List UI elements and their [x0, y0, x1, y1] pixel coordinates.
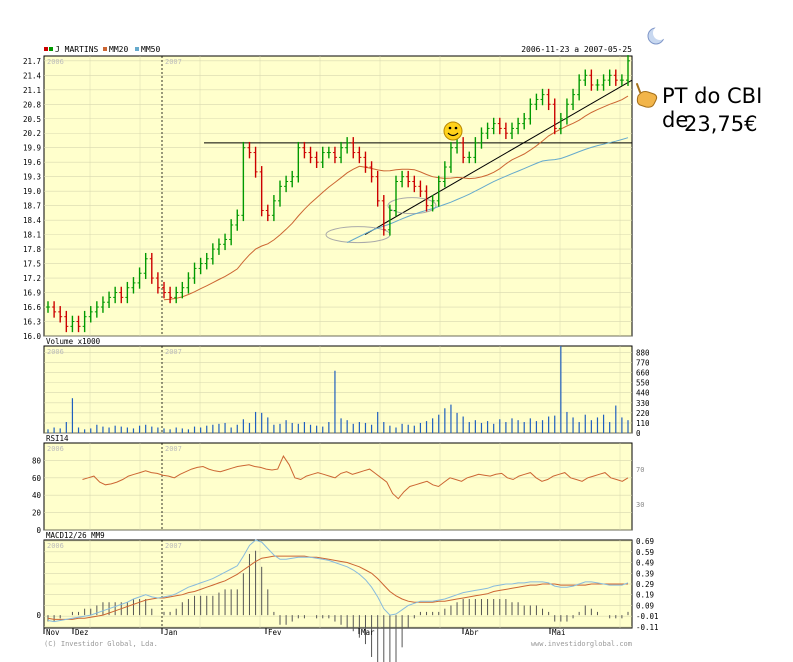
year-label: 2006 [47, 445, 64, 453]
year-label: 2007 [165, 542, 182, 550]
footer-copyright: (C) Investidor Global, Lda. [44, 640, 158, 648]
tick-label: 21.1 [23, 86, 41, 95]
tick-label: 40 [32, 491, 42, 500]
macd-label: MACD12/26 MM9 [46, 531, 105, 540]
tick-label: 19.9 [23, 144, 41, 153]
tick-label: 550 [636, 379, 650, 388]
tick-label: 21.4 [23, 71, 42, 80]
year-label: 2006 [47, 348, 64, 356]
date-range: 2006-11-23 a 2007-05-25 [521, 45, 632, 54]
signal-line [47, 555, 628, 620]
tick-label: 20.2 [23, 129, 41, 138]
tick-label: 16.3 [23, 318, 41, 327]
month-label: Nov [46, 628, 60, 637]
month-label: Dez [75, 628, 89, 637]
footer-website: www.investidorglobal.com [531, 640, 632, 648]
tick-label: 21.7 [23, 57, 41, 66]
tick-label: 16.9 [23, 289, 41, 298]
year-label: 2006 [47, 542, 64, 550]
moon-icon [647, 26, 667, 45]
year-label: 2007 [165, 445, 182, 453]
tick-label: 20.5 [23, 115, 41, 124]
tick-label: 0 [636, 429, 641, 438]
tick-label: -0.11 [636, 623, 659, 632]
month-label: Mai [552, 628, 566, 637]
highlight-ellipse [387, 197, 437, 215]
volume-label: Volume x1000 [46, 337, 101, 346]
tick-label: 660 [636, 369, 650, 378]
tick-label: 0.39 [636, 569, 654, 578]
tick-label: 16.0 [23, 332, 42, 341]
trend-line [364, 79, 633, 236]
tick-label: 18.7 [23, 202, 41, 211]
smiley-icon [443, 121, 463, 141]
tick-label: 16.6 [23, 303, 42, 312]
tick-label: 0.09 [636, 601, 654, 610]
pointing-hand-icon [636, 83, 658, 108]
panel-background [43, 345, 633, 434]
tick-label: 330 [636, 399, 650, 408]
tick-label: 0 [36, 526, 41, 535]
series-label-mm50: MM50 [141, 45, 160, 54]
panel-background [43, 55, 633, 337]
tick-label: 0.49 [636, 559, 654, 568]
tick-label: 0.69 [636, 537, 654, 546]
month-label: Fev [268, 628, 282, 637]
tick-label: 0.59 [636, 548, 654, 557]
price-panel: 16.0 16.3 16.6 16.9 17.2 17.5 17.8 18.1 18.4 18.7… [23, 55, 633, 341]
tick-label: 60 [32, 474, 42, 483]
tick-label: 20.8 [23, 100, 42, 109]
series-label-mm20: MM20 [109, 45, 128, 54]
rsi-level-label: 30 [636, 501, 644, 509]
tick-label: 17.2 [23, 274, 41, 283]
rsi-line [82, 455, 629, 500]
rsi-label: RSI14 [46, 434, 69, 443]
tick-label: 440 [636, 389, 650, 398]
tick-label: 17.5 [23, 260, 41, 269]
tick-label: 0.29 [636, 580, 654, 589]
annotation-line2: 23,75€ [684, 112, 758, 136]
tick-label: 19.3 [23, 173, 41, 182]
month-label: Mar [361, 628, 375, 637]
tick-label: 17.8 [23, 245, 42, 254]
tick-label: 80 [32, 456, 42, 465]
year-label: 2007 [165, 58, 182, 66]
tick-label: 18.1 [23, 231, 41, 240]
month-label: Abr [465, 628, 479, 637]
month-label: Jan [164, 628, 178, 637]
tick-label: -0.01 [636, 612, 659, 621]
tick-label: 770 [636, 358, 650, 367]
year-label: 2007 [165, 348, 182, 356]
mm50-line [346, 137, 629, 244]
mm20-line [163, 95, 629, 301]
macd-panel: -0.11 -0.01 0.090.19 0.29 0.390.49 0.59 0.69 20… [36, 531, 659, 662]
series-label-price: J MARTINS [55, 45, 99, 54]
tick-label: 20 [32, 509, 42, 518]
rsi-panel: 0 20 40 60 80 2006 2007 RSI14 70 30 [32, 434, 644, 535]
year-label: 2006 [47, 58, 64, 66]
chart-header: J MARTINS MM20 MM50 2006-11-23 a 2007-05… [44, 45, 632, 54]
tick-label: 880 [636, 348, 650, 357]
panel-background [43, 442, 633, 531]
annotation-line1: PT do CBI de [662, 84, 763, 132]
rsi-level-label: 70 [636, 466, 644, 474]
tick-label: 19.6 [23, 158, 42, 167]
tick-label: 0.19 [636, 591, 654, 600]
x-axis: Nov Dez Jan Fev Mar Abr Mai [43, 628, 566, 637]
tick-label: 19.0 [23, 187, 42, 196]
macd-zero-label: 0 [36, 611, 41, 620]
tick-label: 18.4 [23, 216, 42, 225]
tick-label: 110 [636, 419, 650, 428]
macd-line [47, 539, 629, 623]
tick-label: 220 [636, 409, 650, 418]
